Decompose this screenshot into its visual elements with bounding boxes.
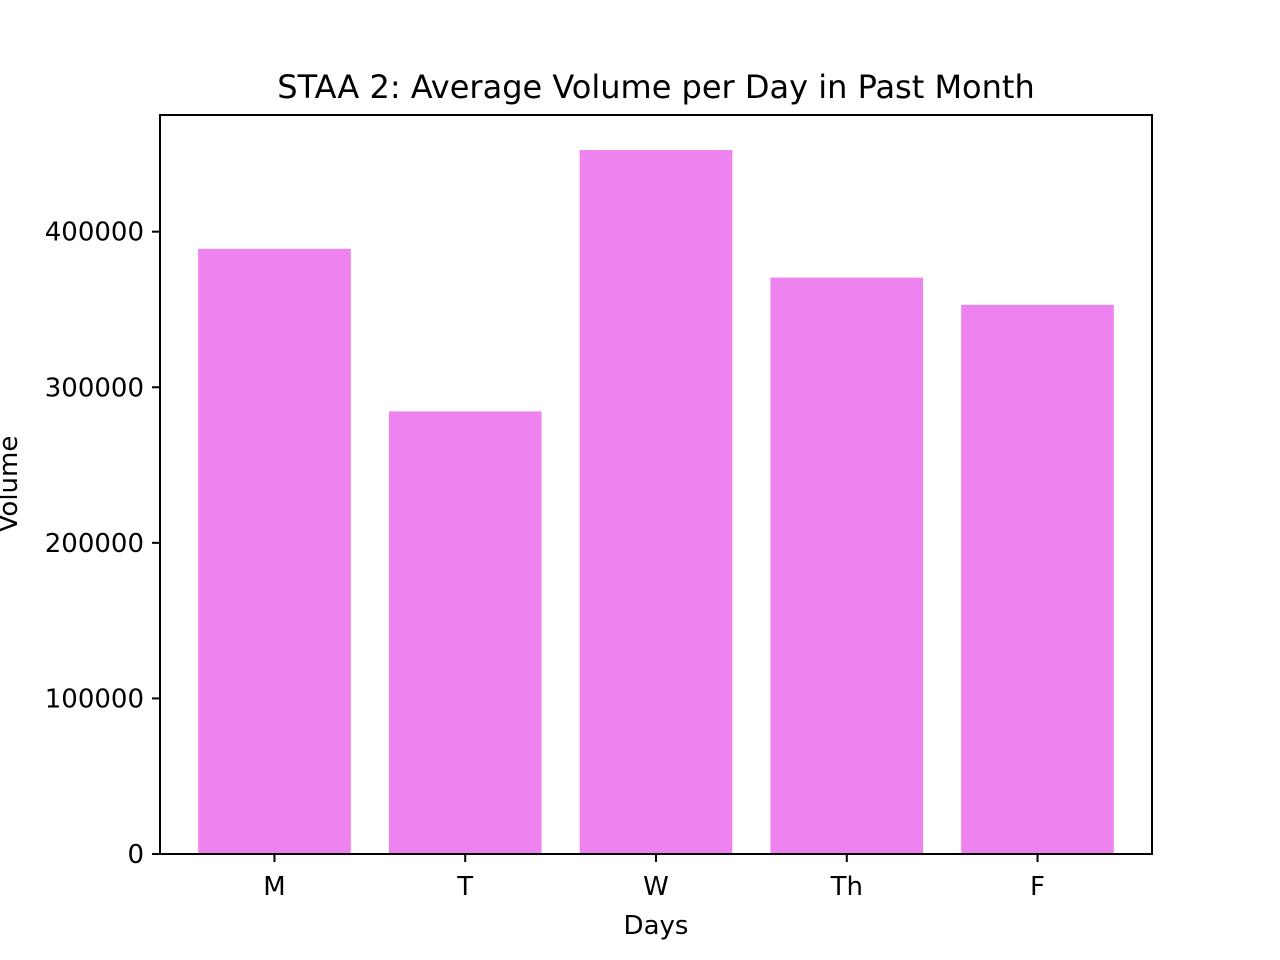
bar-f bbox=[961, 304, 1114, 855]
y-axis-label: Volume bbox=[0, 436, 24, 533]
bar-m bbox=[198, 248, 351, 854]
y-axis-ticks: 0 100000 200000 300000 400000 bbox=[45, 218, 160, 870]
y-tick-label: 100000 bbox=[45, 684, 144, 714]
y-tick-label: 300000 bbox=[45, 373, 144, 403]
x-tick-label: T bbox=[456, 872, 473, 902]
bar-w bbox=[579, 150, 733, 855]
x-axis-label: Days bbox=[624, 911, 689, 941]
y-tick-label: 0 bbox=[127, 840, 144, 870]
y-tick-label: 200000 bbox=[45, 529, 144, 559]
x-axis-ticks: M T W Th F bbox=[263, 854, 1045, 902]
chart-title: STAA 2: Average Volume per Day in Past M… bbox=[277, 68, 1034, 106]
x-tick-label: F bbox=[1030, 872, 1045, 902]
y-tick-label: 400000 bbox=[45, 218, 144, 248]
bar-th bbox=[770, 277, 924, 855]
bar-t bbox=[388, 411, 542, 854]
x-tick-label: Th bbox=[830, 872, 863, 902]
x-tick-label: W bbox=[643, 872, 669, 902]
bars-group bbox=[198, 150, 1114, 855]
x-tick-label: M bbox=[263, 872, 285, 902]
